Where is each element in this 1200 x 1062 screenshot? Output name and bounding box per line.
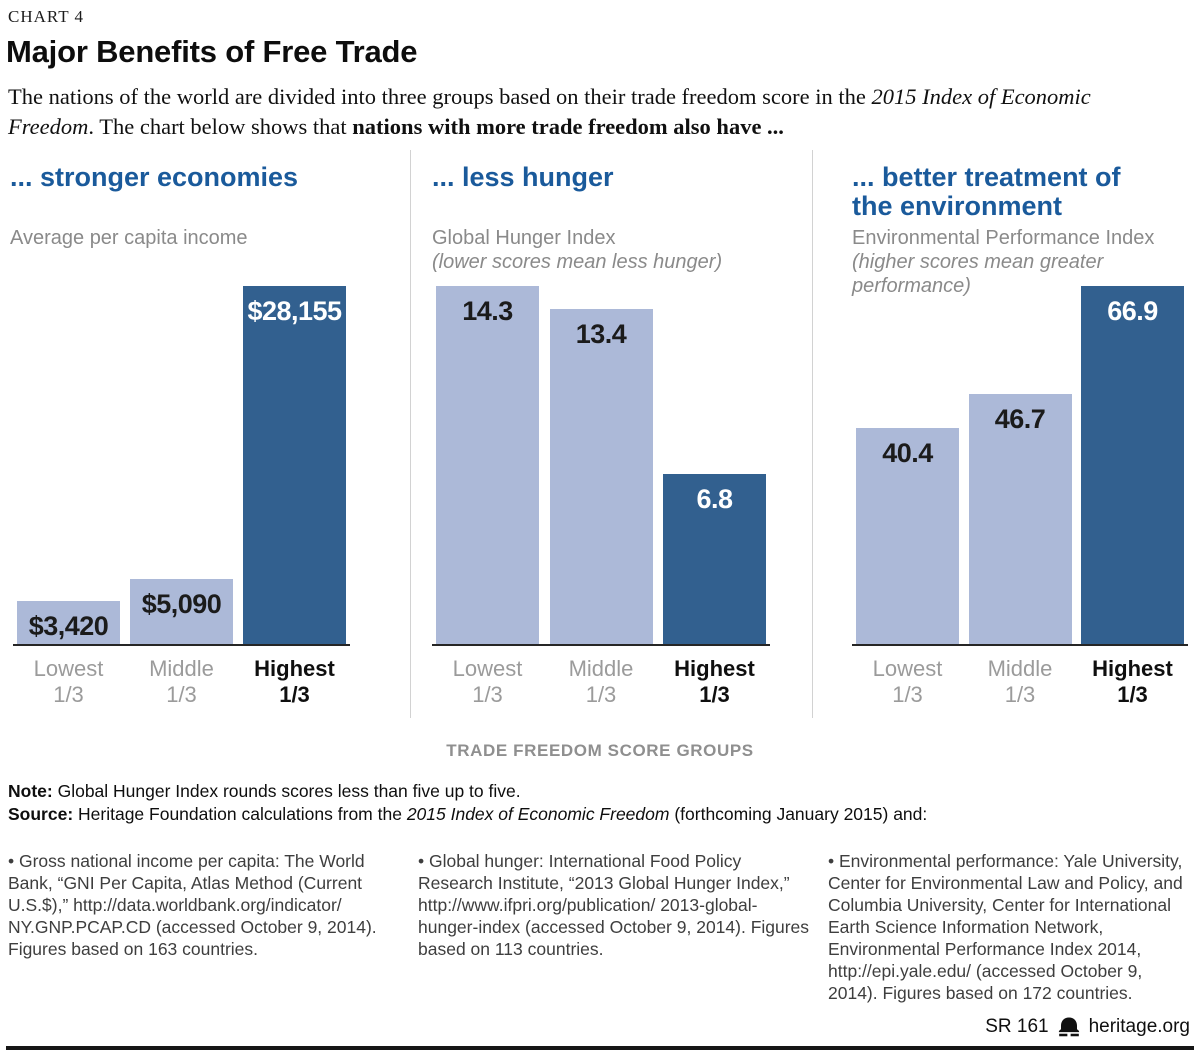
- category-line2: 1/3: [699, 682, 730, 707]
- panel2-subtitle: Global Hunger Index (lower scores mean l…: [432, 226, 792, 274]
- panel-divider: [812, 150, 813, 718]
- intro-text-italic: 2015 Index of Economic Freedom: [8, 84, 1091, 139]
- category-line1: Middle: [568, 656, 634, 681]
- category-label-highest: Highest 1/3: [1081, 656, 1184, 708]
- category-line1: Highest: [1092, 656, 1173, 681]
- footer: SR 161 heritage.org: [985, 1016, 1190, 1038]
- category-line2: 1/3: [585, 682, 617, 707]
- bar-value-label: 40.4: [882, 437, 933, 468]
- bar-value-label: $3,420: [28, 610, 109, 641]
- chart-number-label: CHART 4: [8, 7, 85, 26]
- category-line1: Middle: [987, 656, 1053, 681]
- bar-hunger-lowest: 14.3: [436, 286, 539, 644]
- panel2-plot-area: 14.3 13.4 6.8: [432, 286, 770, 646]
- source-text-2: (forthcoming January 2015) and:: [669, 803, 928, 824]
- bar-value-label: 14.3: [462, 296, 513, 326]
- panel3-title: ... better treatment of the environment: [852, 162, 1121, 221]
- note-text: Global Hunger Index rounds scores less t…: [52, 781, 521, 801]
- category-line1: Lowest: [33, 656, 104, 681]
- bar-economies-lowest: $3,420: [17, 600, 120, 644]
- category-line2: 1/3: [1117, 682, 1148, 707]
- source-bullet-environment: • Environmental performance: Yale Univer…: [828, 851, 1183, 1003]
- category-label-lowest: Lowest 1/3: [436, 656, 539, 708]
- bar-environment-highest: 66.9: [1081, 286, 1184, 644]
- bar-value-label: 13.4: [575, 318, 627, 349]
- panel2-subtitle-main: Global Hunger Index: [432, 227, 616, 249]
- category-label-lowest: Lowest 1/3: [17, 656, 120, 708]
- category-line1: Middle: [149, 656, 214, 681]
- bar-economies-middle: $5,090: [130, 579, 233, 644]
- liberty-bell-icon: [1058, 1017, 1080, 1037]
- bottom-rule: [6, 1046, 1194, 1050]
- panel1-title: ... stronger economies: [10, 162, 299, 192]
- category-label-middle: Middle 1/3: [130, 656, 233, 708]
- category-line2: 1/3: [892, 682, 923, 707]
- bar-value-label: $5,090: [141, 589, 222, 620]
- panel1-subtitle: Average per capita income: [10, 226, 390, 250]
- heritage-site-link[interactable]: heritage.org: [1088, 1016, 1190, 1037]
- panel-divider: [410, 150, 411, 718]
- x-axis-group-label: TRADE FREEDOM SCORE GROUPS: [446, 741, 754, 760]
- intro-paragraph: The nations of the world are divided int…: [8, 82, 1158, 142]
- category-label-highest: Highest 1/3: [663, 656, 766, 708]
- bar-value-label: 46.7: [994, 404, 1046, 435]
- category-line1: Highest: [674, 656, 755, 681]
- intro-text-2: . The chart below shows that: [88, 114, 353, 139]
- source-text-italic: 2015 Index of Economic Freedom: [406, 803, 670, 824]
- category-line1: Highest: [254, 656, 335, 681]
- bar-hunger-middle: 13.4: [549, 308, 653, 644]
- category-line2: 1/3: [1004, 682, 1036, 707]
- panel1-plot-area: $3,420 $5,090 $28,155: [13, 286, 350, 646]
- bar-value-label: 66.9: [1107, 296, 1158, 326]
- source-line: Source: Heritage Foundation calculations…: [8, 803, 1188, 826]
- panel2-category-axis: Lowest 1/3 Middle 1/3 Highest 1/3: [432, 656, 770, 708]
- bar-environment-lowest: 40.4: [856, 427, 959, 644]
- source-bullet-hunger: • Global hunger: International Food Poli…: [418, 851, 810, 959]
- category-line2: 1/3: [472, 682, 503, 707]
- source-bullet-gni: • Gross national income per capita: The …: [8, 851, 377, 959]
- panel2-title: ... less hunger: [432, 162, 614, 192]
- notes-block: Note: Global Hunger Index rounds scores …: [8, 780, 1188, 825]
- panel3-subtitle: Environmental Performance Index (higher …: [852, 226, 1200, 298]
- note-line: Note: Global Hunger Index rounds scores …: [8, 780, 1188, 803]
- bar-value-label: 6.8: [696, 483, 733, 514]
- category-label-highest: Highest 1/3: [243, 656, 346, 708]
- panel3-subtitle-note: (higher scores mean greater performance): [852, 251, 1104, 297]
- category-label-lowest: Lowest 1/3: [856, 656, 959, 708]
- intro-text-bold: nations with more trade freedom also hav…: [352, 114, 784, 139]
- panel3-category-axis: Lowest 1/3 Middle 1/3 Highest 1/3: [852, 656, 1188, 708]
- bar-economies-highest: $28,155: [243, 286, 346, 644]
- panel3-subtitle-main: Environmental Performance Index: [852, 227, 1155, 249]
- category-line2: 1/3: [279, 682, 310, 707]
- panel3-plot-area: 40.4 46.7 66.9: [852, 286, 1188, 646]
- intro-text-1: The nations of the world are divided int…: [8, 84, 872, 109]
- panel1-subtitle-main: Average per capita income: [10, 227, 248, 249]
- category-line2: 1/3: [53, 682, 84, 707]
- panel1-category-axis: Lowest 1/3 Middle 1/3 Highest 1/3: [13, 656, 350, 708]
- category-label-middle: Middle 1/3: [969, 656, 1072, 708]
- source-text-1: Heritage Foundation calculations from th…: [73, 803, 407, 824]
- bar-environment-middle: 46.7: [968, 394, 1072, 644]
- category-line1: Lowest: [452, 656, 523, 681]
- panel2-subtitle-note: (lower scores mean less hunger): [432, 251, 723, 273]
- category-line1: Lowest: [872, 656, 943, 681]
- category-line2: 1/3: [166, 682, 197, 707]
- bar-value-label: $28,155: [247, 296, 342, 326]
- note-label: Note:: [8, 781, 53, 801]
- report-id: SR 161: [985, 1016, 1049, 1037]
- source-label: Source:: [8, 803, 74, 824]
- page-title: Major Benefits of Free Trade: [6, 34, 418, 69]
- bar-hunger-highest: 6.8: [663, 473, 766, 644]
- category-label-middle: Middle 1/3: [550, 656, 653, 708]
